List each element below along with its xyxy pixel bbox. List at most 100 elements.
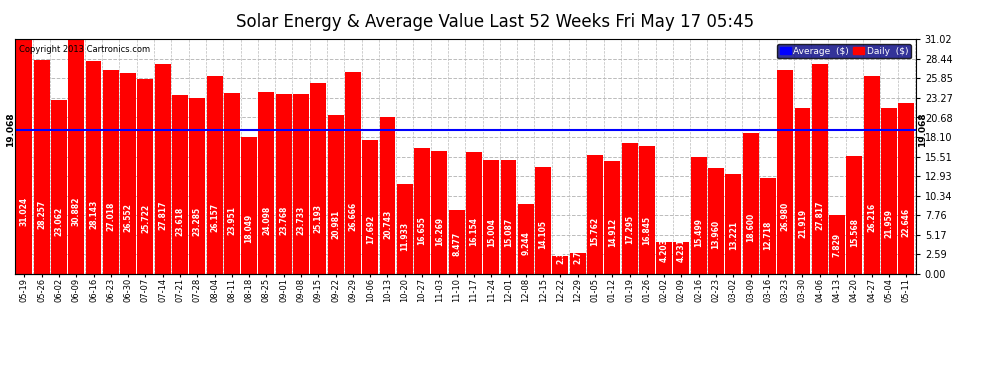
Text: 4.231: 4.231 — [677, 238, 686, 262]
Bar — [569, 253, 586, 274]
Bar — [829, 214, 845, 274]
Bar — [673, 242, 689, 274]
Text: 23.733: 23.733 — [297, 206, 306, 236]
Bar — [397, 184, 413, 274]
Text: 9.244: 9.244 — [522, 231, 531, 255]
Text: 26.216: 26.216 — [867, 203, 876, 232]
Bar — [85, 61, 102, 274]
Text: 26.552: 26.552 — [124, 203, 133, 232]
Bar — [207, 76, 223, 274]
Text: 28.143: 28.143 — [89, 200, 98, 230]
Text: 30.882: 30.882 — [71, 196, 81, 226]
Text: 14.105: 14.105 — [539, 219, 547, 249]
Text: 17.692: 17.692 — [365, 214, 374, 244]
Bar — [760, 178, 776, 274]
Bar — [795, 108, 811, 274]
Bar — [34, 60, 50, 274]
Text: 16.269: 16.269 — [435, 216, 444, 246]
Text: 7.829: 7.829 — [833, 233, 841, 257]
Text: 17.295: 17.295 — [625, 215, 634, 244]
Bar — [501, 160, 517, 274]
Text: 19.068: 19.068 — [918, 112, 927, 147]
Text: 20.743: 20.743 — [383, 210, 392, 240]
Text: 15.004: 15.004 — [487, 218, 496, 247]
Bar — [898, 103, 914, 274]
Bar — [691, 157, 707, 274]
Bar — [483, 160, 499, 274]
Bar — [881, 108, 897, 274]
Bar — [812, 64, 828, 274]
Text: 23.618: 23.618 — [175, 206, 184, 236]
Bar — [17, 39, 33, 274]
Text: 21.959: 21.959 — [884, 209, 893, 238]
Bar — [448, 210, 464, 274]
Text: 27.018: 27.018 — [106, 202, 115, 231]
Text: 23.768: 23.768 — [279, 206, 288, 236]
Text: 23.951: 23.951 — [228, 206, 237, 235]
Text: 23.285: 23.285 — [193, 207, 202, 236]
Text: 15.762: 15.762 — [590, 217, 600, 246]
Text: 21.919: 21.919 — [798, 209, 807, 238]
Text: 20.981: 20.981 — [331, 210, 341, 239]
Bar — [604, 161, 620, 274]
Bar — [172, 95, 188, 274]
Bar — [518, 204, 534, 274]
Text: 2.398: 2.398 — [556, 240, 565, 264]
Text: 19.068: 19.068 — [6, 112, 15, 147]
Bar — [414, 148, 430, 274]
Bar — [362, 140, 378, 274]
Bar — [622, 143, 638, 274]
Bar — [224, 93, 240, 274]
Bar — [120, 73, 136, 274]
Text: 18.600: 18.600 — [746, 213, 755, 242]
Text: 13.960: 13.960 — [712, 220, 721, 249]
Text: 15.568: 15.568 — [849, 217, 859, 246]
Text: 11.933: 11.933 — [400, 222, 409, 252]
Bar — [639, 147, 654, 274]
Bar — [311, 83, 327, 274]
Bar — [846, 156, 862, 274]
Text: 31.024: 31.024 — [20, 196, 29, 225]
Bar — [742, 133, 758, 274]
Text: 28.257: 28.257 — [38, 200, 47, 229]
Bar — [103, 70, 119, 274]
Text: 16.655: 16.655 — [418, 216, 427, 245]
Text: 27.817: 27.817 — [158, 200, 167, 230]
Bar — [345, 72, 361, 274]
Bar — [536, 167, 551, 274]
Text: 18.049: 18.049 — [245, 214, 253, 243]
Text: 23.062: 23.062 — [54, 207, 63, 236]
Bar — [587, 154, 603, 274]
Bar — [154, 64, 170, 274]
Bar — [552, 256, 568, 274]
Bar — [656, 242, 672, 274]
Text: 14.912: 14.912 — [608, 218, 617, 248]
Text: 8.477: 8.477 — [452, 232, 461, 256]
Bar — [51, 99, 67, 274]
Text: 25.722: 25.722 — [141, 204, 149, 233]
Text: 27.817: 27.817 — [816, 200, 825, 230]
Text: 22.646: 22.646 — [902, 208, 911, 237]
Text: 24.098: 24.098 — [262, 206, 271, 235]
Text: 2.745: 2.745 — [573, 240, 582, 264]
Bar — [777, 70, 793, 274]
Bar — [726, 174, 742, 274]
Bar — [379, 117, 395, 274]
Text: 16.845: 16.845 — [643, 216, 651, 245]
Text: 13.221: 13.221 — [729, 220, 738, 250]
Bar — [242, 137, 257, 274]
Text: 26.980: 26.980 — [781, 202, 790, 231]
Bar — [68, 40, 84, 274]
Text: 15.499: 15.499 — [694, 217, 703, 247]
Legend: Average  ($), Daily  ($): Average ($), Daily ($) — [777, 44, 911, 58]
Text: 25.193: 25.193 — [314, 204, 323, 234]
Text: Copyright 2013 Cartronics.com: Copyright 2013 Cartronics.com — [20, 45, 150, 54]
Bar — [466, 152, 482, 274]
Text: 15.087: 15.087 — [504, 218, 513, 247]
Bar — [708, 168, 724, 274]
Bar — [189, 98, 205, 274]
Text: 12.718: 12.718 — [763, 221, 772, 251]
Bar — [276, 94, 292, 274]
Bar — [328, 115, 344, 274]
Bar — [258, 92, 274, 274]
